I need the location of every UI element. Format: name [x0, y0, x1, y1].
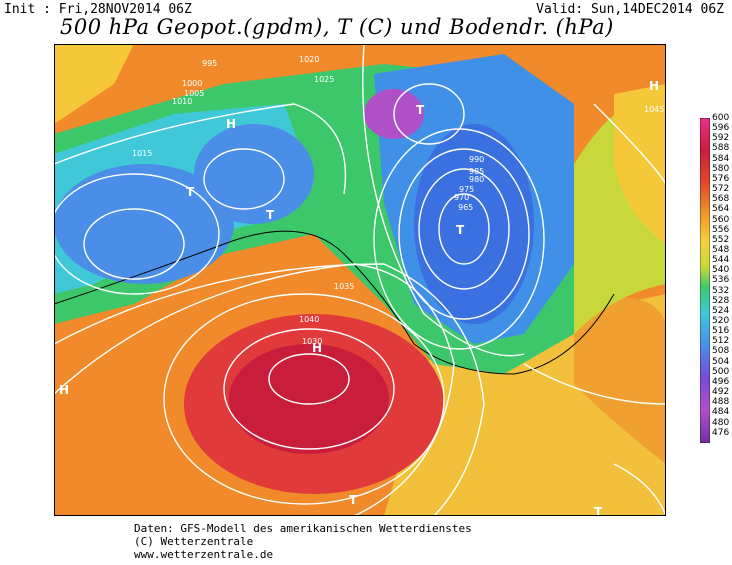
field-yellow-nw [54, 44, 134, 124]
color-scale-tick: 548 [712, 244, 730, 255]
pressure-label: 1015 [132, 149, 152, 158]
color-scale-tick: 496 [712, 376, 730, 387]
color-scale-tick: 516 [712, 326, 730, 337]
color-scale-tick: 560 [712, 214, 730, 225]
pressure-label: 1030 [302, 337, 322, 346]
high-pressure-marker: H [312, 341, 322, 355]
color-scale-tick: 512 [712, 336, 730, 347]
color-scale-tick: 580 [712, 163, 730, 174]
color-scale-tick: 488 [712, 397, 730, 408]
color-scale-tick: 524 [712, 305, 730, 316]
pressure-label: 1025 [314, 75, 334, 84]
color-scale-tick: 508 [712, 346, 730, 357]
pressure-label: 1040 [299, 315, 319, 324]
low-pressure-marker: T [416, 103, 425, 117]
color-scale-tick: 480 [712, 417, 730, 428]
pressure-label: 965 [458, 203, 473, 212]
weather-map: 995 1000 1005 1010 1015 1020 1025 1030 1… [54, 44, 666, 516]
boundary-552 [54, 230, 615, 375]
low-pressure-marker: T [266, 208, 275, 222]
color-scale-tick: 500 [712, 366, 730, 377]
color-scale-tick: 484 [712, 407, 730, 418]
color-scale-tick: 504 [712, 356, 730, 367]
field-orange-se [574, 297, 666, 464]
pressure-label: 975 [459, 185, 474, 194]
field-blue-west2 [194, 124, 314, 224]
color-scale-tick: 556 [712, 224, 730, 235]
field-blue-west [54, 164, 234, 284]
pressure-label: 1035 [334, 282, 354, 291]
field-darkred-high [229, 344, 389, 454]
high-pressure-marker: H [59, 383, 69, 397]
footer-url[interactable]: www.wetterzentrale.de [134, 548, 274, 561]
color-scale-tick: 584 [712, 153, 730, 164]
color-scale-tick: 568 [712, 194, 730, 205]
isobars [54, 44, 666, 516]
color-scale-tick: 476 [712, 427, 730, 438]
low-pressure-marker: T [349, 493, 358, 507]
low-pressure-marker: T [456, 223, 465, 237]
footer-data-source: Daten: GFS-Modell des amerikanischen Wet… [134, 522, 472, 535]
low-pressure-marker: T [594, 505, 603, 516]
low-pressure-marker: T [186, 185, 195, 199]
color-scale-tick: 532 [712, 285, 730, 296]
pressure-label: 970 [454, 193, 469, 202]
pressure-label: 980 [469, 175, 484, 184]
field-yellow-ne [614, 84, 666, 244]
pressure-label: 1010 [172, 97, 192, 106]
color-scale-tick: 492 [712, 387, 730, 398]
high-pressure-marker: H [226, 117, 236, 131]
pressure-label: 995 [202, 59, 217, 68]
high-pressure-marker: H [649, 79, 659, 93]
pressure-label: 1020 [299, 55, 319, 64]
color-scale-tick: 596 [712, 123, 730, 134]
color-scale-tick: 520 [712, 316, 730, 326]
pressure-label: 1000 [182, 79, 202, 88]
color-scale-tick: 588 [712, 143, 730, 154]
pressure-label: 990 [469, 155, 484, 164]
pressure-label: 985 [469, 167, 484, 176]
init-time: Init : Fri,28NOV2014 06Z [4, 2, 192, 17]
color-scale-tick: 564 [712, 204, 730, 215]
pressure-label: 1005 [184, 89, 204, 98]
color-scale-tick: 592 [712, 133, 730, 144]
color-scale-tick: 576 [712, 173, 730, 184]
color-scale-tick: 540 [712, 265, 730, 276]
color-scale-tick: 536 [712, 275, 730, 286]
pressure-label: 1045 [644, 105, 664, 114]
valid-time: Valid: Sun,14DEC2014 06Z [536, 2, 724, 17]
color-scale-tick: 600 [712, 113, 730, 123]
color-scale-bar [700, 118, 710, 443]
color-scale-tick: 544 [712, 255, 730, 266]
footer-copyright: (C) Wetterzentrale [134, 535, 254, 548]
color-scale-tick: 528 [712, 295, 730, 306]
color-scale-tick: 552 [712, 234, 730, 245]
map-title: 500 hPa Geopot.(gpdm), T (C) und Bodendr… [60, 15, 614, 39]
field-blue-central-deep [414, 124, 534, 324]
color-scale-tick: 572 [712, 184, 730, 195]
